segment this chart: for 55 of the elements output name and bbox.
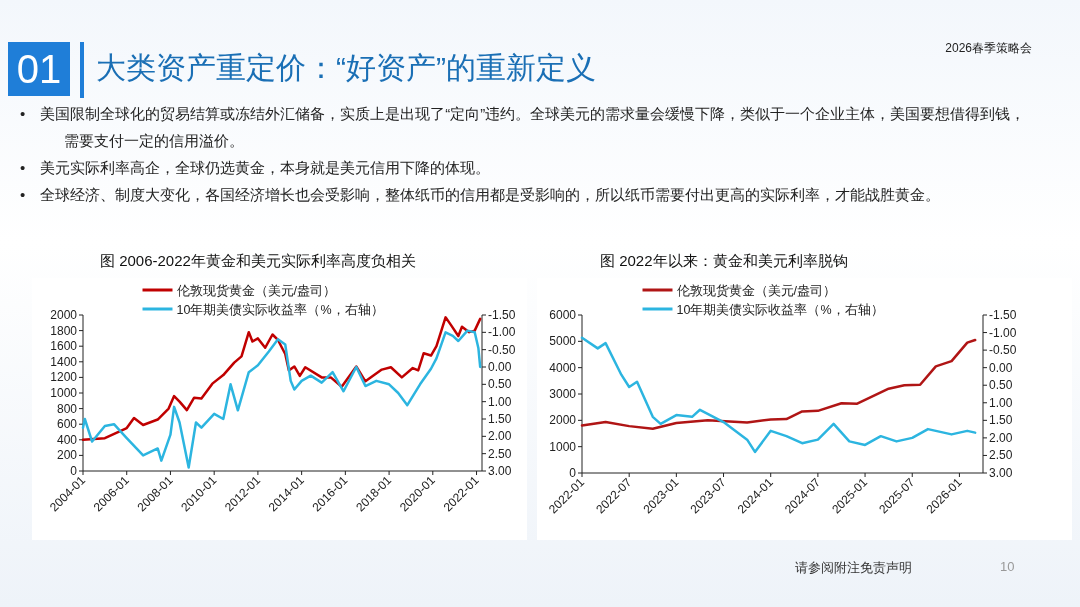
text: 2026春季策略会 (945, 40, 1032, 57)
text: 10 (1000, 559, 1015, 574)
y-tick-label: 1600 (50, 339, 78, 354)
y-tick-label: 5000 (549, 334, 577, 349)
text: • 美国限制全球化的贸易结算或冻结外汇储备，实质上是出现了“定向”违约。全球美元的需求量会缓慢下降，类似于一个企业主体，美国要想借得到钱，需要支付一定的信用溢价。 (20, 104, 1027, 151)
text: 请参阅附注免责声明 (795, 559, 912, 577)
y2-tick-label: -0.50 (488, 342, 516, 357)
y2-tick-label: 0.50 (989, 378, 1013, 393)
y2-tick-label: 2.00 (989, 430, 1013, 445)
y2-tick-label: -1.50 (488, 308, 516, 322)
y2-tick-label: -1.00 (989, 325, 1017, 340)
y2-tick-label: -1.00 (488, 325, 516, 340)
y-tick-label: 1200 (50, 370, 78, 385)
legend-label: 10年期美债实际收益率（%，右轴） (176, 302, 384, 317)
y-tick-label: 400 (56, 432, 78, 447)
y-tick-label: 800 (56, 401, 78, 416)
chart-title: 图 2006-2022年黄金和美元实际利率高度负相关 (100, 252, 416, 271)
legend-label: 10年期美债实际收益率（%，右轴） (676, 302, 884, 317)
y-tick-label: 600 (56, 417, 78, 432)
line-series (81, 316, 482, 442)
y-tick-label: 2000 (50, 308, 78, 322)
y2-tick-label: 1.00 (488, 394, 512, 409)
text: • 全球经济、制度大变化，各国经济增长也会受影响，整体纸币的信用都是受影响的，所以纸币需要付出更高的实际利率，才能战胜黄金。 (20, 185, 942, 205)
line-series (580, 338, 977, 431)
y2-tick-label: 3.00 (989, 466, 1013, 480)
y-tick-label: 200 (56, 448, 78, 463)
legend-label: 伦敦现货黄金（美元/盎司） (676, 283, 836, 298)
y2-tick-label: 1.50 (488, 412, 512, 426)
chart-title: 图 2022年以来：黄金和美元利率脱钩 (600, 252, 848, 271)
y2-tick-label: 2.50 (488, 446, 512, 461)
y2-tick-label: 0.00 (488, 360, 512, 374)
legend-label: 伦敦现货黄金（美元/盎司） (176, 283, 336, 298)
y-tick-label: 1000 (50, 386, 78, 400)
y2-tick-label: 2.50 (989, 448, 1013, 463)
y-tick-label: 1800 (50, 323, 78, 338)
y-tick-label: 6000 (549, 308, 577, 322)
y-tick-label: 0 (70, 464, 78, 478)
y2-tick-label: 0.50 (488, 377, 512, 392)
y-tick-label: 2000 (549, 413, 577, 428)
y2-tick-label: 1.00 (989, 395, 1013, 410)
y-tick-label: 3000 (549, 387, 577, 401)
y-tick-label: 1000 (549, 439, 577, 454)
y-tick-label: 0 (569, 466, 577, 480)
y-tick-label: 1400 (50, 354, 78, 369)
text: 01 (8, 42, 70, 96)
y2-tick-label: -1.50 (989, 308, 1017, 322)
y2-tick-label: -0.50 (989, 343, 1017, 358)
text: • 美元实际利率高企，全球仍选黄金，本身就是美元信用下降的体现。 (20, 158, 492, 178)
y2-tick-label: 3.00 (488, 464, 512, 478)
line-series (580, 336, 977, 454)
y2-tick-label: 1.50 (989, 413, 1013, 428)
y2-tick-label: 2.00 (488, 429, 512, 444)
y2-tick-label: 0.00 (989, 360, 1013, 375)
y-tick-label: 4000 (549, 360, 577, 375)
text: 大类资产重定价：“好资产”的重新定义 (96, 50, 596, 86)
